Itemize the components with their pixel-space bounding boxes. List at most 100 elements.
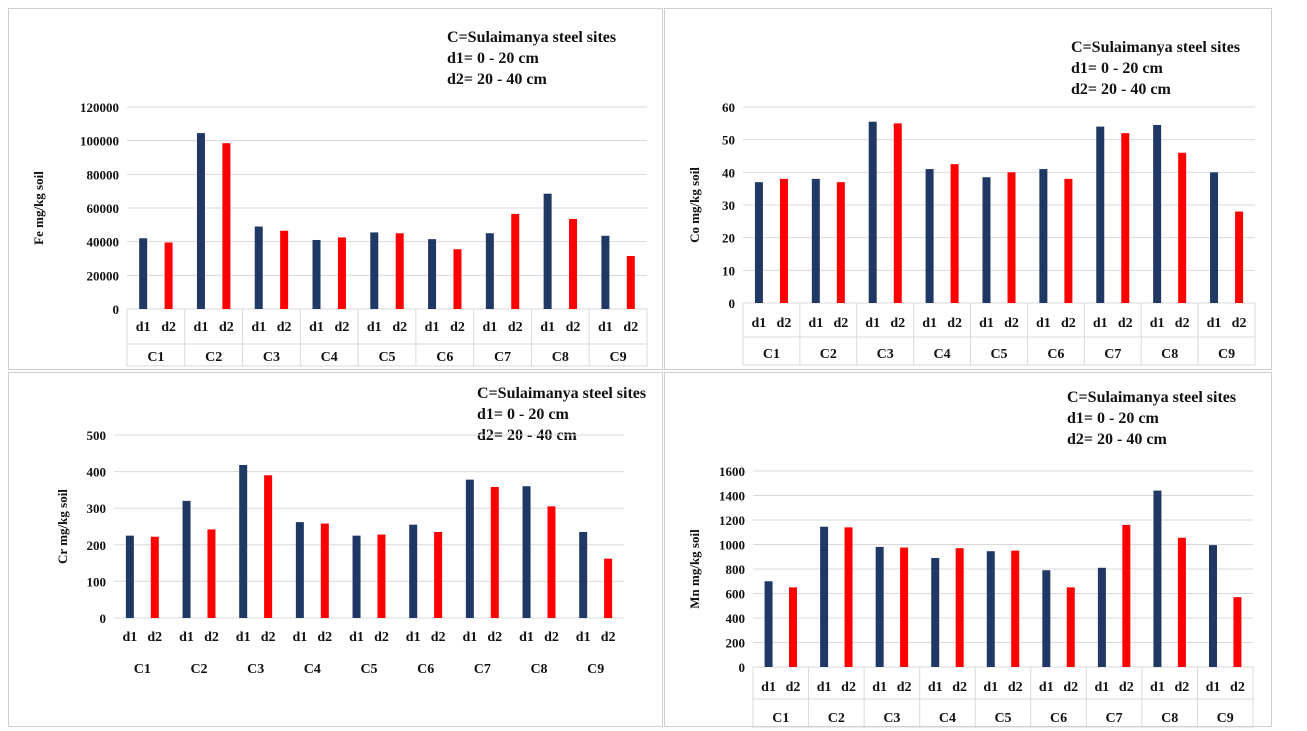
bar-d1-c9	[1210, 172, 1219, 303]
x-sub-label: d2	[1119, 680, 1134, 695]
x-category-label: C8	[1161, 347, 1178, 362]
x-sub-label: d2	[508, 320, 523, 335]
bar-d1-c5	[982, 177, 991, 303]
x-sub-label: d2	[450, 320, 465, 335]
x-sub-label: d1	[540, 320, 555, 335]
y-tick-label: 400	[726, 611, 746, 626]
bar-d2-c4	[320, 523, 329, 618]
y-tick-label: 40	[722, 165, 735, 180]
x-sub-label: d1	[983, 680, 998, 695]
bar-d1-c8	[1153, 490, 1162, 667]
bar-d2-c2	[844, 527, 853, 667]
y-tick-label: 200	[726, 636, 746, 651]
x-sub-label: d1	[817, 680, 832, 695]
x-category-label: C7	[474, 662, 491, 677]
x-sub-label: d2	[1230, 680, 1245, 695]
x-sub-label: d2	[1061, 316, 1076, 331]
bar-d2-c5	[377, 534, 386, 618]
x-sub-label: d2	[335, 320, 350, 335]
bar-d1-c1	[139, 238, 148, 309]
y-axis-label: Co mg/kg soil	[687, 167, 702, 243]
bar-d2-c7	[1121, 133, 1130, 303]
x-sub-label: d2	[1063, 680, 1078, 695]
y-tick-label: 300	[87, 501, 107, 516]
x-category-label: C1	[763, 347, 780, 362]
x-category-label: C4	[934, 347, 951, 362]
x-category-label: C6	[417, 662, 434, 677]
x-sub-label: d1	[761, 680, 776, 695]
y-tick-label: 0	[113, 302, 120, 317]
y-tick-label: 500	[87, 428, 107, 443]
bar-d1-c4	[312, 239, 321, 309]
bar-d2-c9	[1233, 597, 1242, 667]
bar-d1-c6	[1039, 169, 1048, 303]
y-axis-label: Cr mg/kg soil	[55, 489, 70, 564]
x-sub-label: d2	[374, 630, 389, 645]
legend-line-d1: d1= 0 - 20 cm	[477, 406, 569, 423]
x-sub-label: d1	[1150, 316, 1165, 331]
bar-d2-c1	[789, 587, 797, 667]
x-sub-label: d2	[777, 316, 792, 331]
bar-d2-c8	[1177, 537, 1186, 667]
y-tick-label: 1000	[719, 538, 745, 553]
bar-d2-c1	[150, 536, 159, 618]
x-category-label: C3	[883, 711, 900, 726]
x-category-label: C7	[494, 350, 511, 365]
co-chart-svg: 0 10 20 30 40 50 60 Co mg/kg soil d1 d2 C1 d1 d2 C2 d1…	[687, 100, 1256, 366]
x-category-label: C2	[190, 662, 207, 677]
bar-d2-c6	[453, 249, 462, 309]
y-tick-label: 0	[100, 611, 107, 626]
x-category-label: C3	[877, 347, 894, 362]
x-sub-label: d1	[462, 630, 477, 645]
x-category-label: C2	[205, 350, 222, 365]
bar-d2-c9	[604, 558, 613, 618]
bar-d1-c1	[125, 535, 134, 618]
x-sub-label: d1	[136, 320, 151, 335]
x-category-label: C4	[304, 662, 321, 677]
bar-d1-c6	[428, 239, 437, 309]
x-sub-label: d1	[367, 320, 382, 335]
x-sub-label: d1	[425, 320, 440, 335]
x-category-label: C5	[990, 347, 1007, 362]
bar-d1-c7	[1097, 567, 1106, 667]
bar-d2-c4	[955, 548, 964, 667]
cr-chart-svg: 0 100 200 300 400 500 Cr mg/kg soil d1 d2 C1 d1 d2 C…	[55, 428, 624, 677]
bar-d2-c3	[264, 475, 273, 618]
x-sub-label: d2	[897, 680, 912, 695]
bar-d2-c8	[547, 506, 556, 618]
legend-line-d2: d2= 20 - 40 cm	[447, 71, 547, 88]
bar-d2-c6	[434, 531, 443, 618]
y-tick-label: 20000	[87, 268, 120, 283]
x-category-label: C2	[820, 347, 837, 362]
bar-d1-c7	[485, 233, 494, 309]
y-tick-label: 0	[729, 296, 736, 311]
x-sub-label: d2	[601, 630, 616, 645]
bar-d1-c7	[1096, 126, 1105, 303]
x-sub-label: d2	[566, 320, 581, 335]
x-sub-label: d1	[236, 630, 251, 645]
x-sub-label: d2	[952, 680, 967, 695]
x-category-label: C7	[1106, 711, 1123, 726]
x-sub-label: d2	[1004, 316, 1019, 331]
x-sub-label: d2	[277, 320, 292, 335]
x-sub-label: d1	[122, 630, 137, 645]
bar-d1-c5	[986, 551, 995, 667]
x-sub-label: d2	[392, 320, 407, 335]
y-tick-label: 80000	[87, 167, 120, 182]
fe-chart-svg: 0 20000 40000 60000 80000 100000 120000 Fe mg/k…	[31, 100, 648, 367]
x-sub-label: d2	[261, 630, 276, 645]
x-sub-label: d2	[1008, 680, 1023, 695]
x-sub-label: d1	[1206, 680, 1221, 695]
bar-d2-c6	[1064, 178, 1073, 303]
x-category-label: C1	[772, 711, 789, 726]
x-category-label: C3	[247, 662, 264, 677]
bar-d2-c8	[569, 218, 578, 309]
x-sub-label: d2	[890, 316, 905, 331]
y-tick-label: 50	[722, 133, 735, 148]
bar-d1-c9	[601, 235, 610, 309]
x-category-label: C7	[1104, 347, 1121, 362]
bar-d1-c5	[352, 535, 361, 618]
bar-d1-c5	[370, 232, 379, 309]
y-tick-label: 1600	[719, 464, 745, 479]
x-sub-label: d1	[406, 630, 421, 645]
